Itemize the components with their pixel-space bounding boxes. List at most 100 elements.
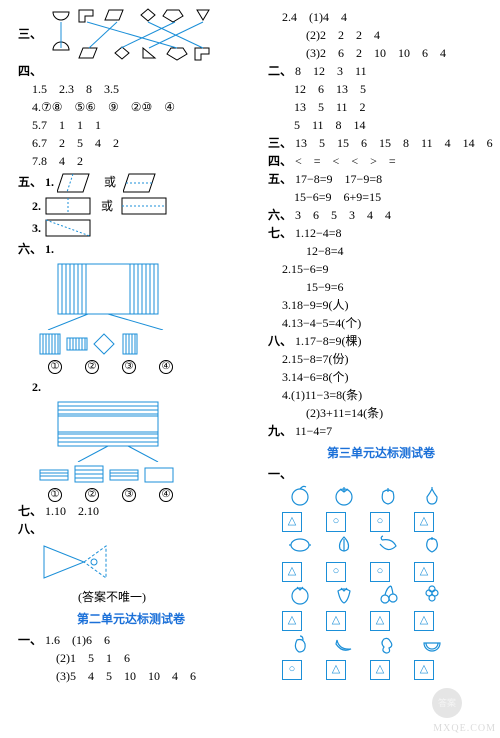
- watermark-badge: 答案: [432, 688, 462, 718]
- sec7-text: 1.10 2.10: [45, 504, 99, 518]
- circled-b3: ③: [122, 488, 136, 502]
- opt6-1-2: [65, 332, 89, 356]
- sec4-l1: 1.5 2.3 8 3.5: [18, 80, 244, 98]
- r-sec8-label: 八、: [268, 334, 292, 348]
- rect-split-c: [44, 218, 94, 240]
- answer-triangle: △: [282, 562, 302, 582]
- circled-b4: ④: [159, 488, 173, 502]
- r-sec2-l2: 12 6 13 5: [268, 80, 494, 98]
- r-sec7-l6: 4.13−4−5=4(个): [268, 314, 494, 332]
- unit2-title: 第二单元达标测试卷: [18, 610, 244, 627]
- r-sec2-l1: 8 12 3 11: [295, 64, 367, 78]
- sec6-2-big: [38, 398, 178, 462]
- fruit-tomato-icon: [332, 483, 356, 507]
- sec5-label: 五、: [18, 175, 42, 189]
- answer-triangle: △: [414, 562, 434, 582]
- opt6-2-2: [73, 464, 105, 484]
- answer-triangle: △: [414, 611, 434, 631]
- u2-sec1-l1: 1.6 (1)6 6: [45, 633, 110, 647]
- fruit-row: [278, 582, 494, 611]
- fruit-peanut-icon: [376, 631, 400, 655]
- r-sec6: 六、 3 6 5 3 4 4: [268, 206, 494, 224]
- fruit-row: [278, 483, 494, 512]
- opt6-2-3: [108, 464, 140, 484]
- sec8-hint: (答案不唯一): [18, 588, 244, 606]
- sec6-2-options: [18, 464, 244, 484]
- sec6-1-label: 1.: [45, 242, 54, 256]
- fruit-garlic-icon: [332, 532, 356, 556]
- sec6-header: 六、 1.: [18, 240, 244, 258]
- sec7: 七、 1.10 2.10: [18, 502, 244, 520]
- circled-b2: ②: [85, 488, 99, 502]
- fruit-grape-icon: [420, 582, 444, 606]
- watermark-text: MXQE.COM: [433, 723, 496, 734]
- u2-sec1: 一、 1.6 (1)6 6: [18, 631, 244, 649]
- fruit-strawberry-icon: [332, 582, 356, 606]
- r-sec5-l1: 17−8=9 17−9=8: [295, 172, 382, 186]
- sec6-2-header: 2.: [18, 378, 244, 396]
- matching-figure: [45, 8, 215, 62]
- opt6-2-4: [143, 464, 175, 484]
- left-column: 三、: [0, 0, 250, 738]
- sec5-2-join: 或: [101, 199, 113, 213]
- fruit-eggplant-icon: [288, 631, 312, 655]
- sec5-row1: 五、 1. 或: [18, 170, 244, 196]
- rect-split-a: [44, 196, 94, 218]
- r-top-2: (2)2 2 2 4: [268, 26, 494, 44]
- r-sec7: 七、 1.12−4=8: [268, 224, 494, 242]
- r-sec9: 九、 11−4=7: [268, 422, 494, 440]
- r-sec7-l3: 2.15−6=9: [268, 260, 494, 278]
- sec6-1-nums: ① ② ③ ④: [18, 356, 244, 374]
- answer-triangle: △: [414, 512, 434, 532]
- fruit-watermelon-icon: [420, 631, 444, 655]
- r-sec9-label: 九、: [268, 424, 292, 438]
- fruit-peach-icon: [288, 483, 312, 507]
- r-sec3: 三、 13 5 15 6 15 8 11 4 14 6: [268, 134, 494, 152]
- r-sec6-label: 六、: [268, 208, 292, 222]
- r-sec8-l4: 4.(1)11−3=8(条): [268, 386, 494, 404]
- sec8-label: 八、: [18, 520, 244, 538]
- fruit-banana-icon: [332, 631, 356, 655]
- r-sec4: 四、 < = < < > =: [268, 152, 494, 170]
- fruit-pomegranate-icon: [288, 582, 312, 606]
- r-top-1: 2.4 (1)4 4: [268, 8, 494, 26]
- answer-circle: ○: [370, 562, 390, 582]
- answer-circle: ○: [326, 512, 346, 532]
- sec4-l5: 7.8 4 2: [18, 152, 244, 170]
- fruit-chili-icon: [376, 532, 400, 556]
- sec8-figure: [38, 540, 158, 586]
- fruit-pear-icon: [420, 483, 444, 507]
- r-sec8-l1: 1.17−8=9(棵): [295, 334, 362, 348]
- opt6-2-1: [38, 464, 70, 484]
- u2-sec1-label: 一、: [18, 633, 42, 647]
- circled-4: ④: [159, 360, 173, 374]
- rect-split-b: [120, 196, 170, 218]
- sec7-label: 七、: [18, 504, 42, 518]
- r-sec5-l2: 15−6=9 6+9=15: [268, 188, 494, 206]
- sec5-row3: 3.: [18, 218, 244, 240]
- fruit-bellpepper-icon: [376, 483, 400, 507]
- r-sec5: 五、 17−8=9 17−9=8: [268, 170, 494, 188]
- sec5-1-join: 或: [104, 175, 116, 189]
- circled-1: ①: [48, 360, 62, 374]
- answer-triangle: △: [282, 512, 302, 532]
- sec4-l4: 6.7 2 5 4 2: [18, 134, 244, 152]
- r-sec8: 八、 1.17−8=9(棵): [268, 332, 494, 350]
- parallelogram-split-b: [123, 170, 163, 196]
- r-top-3: (3)2 6 2 10 10 6 4: [268, 44, 494, 62]
- sec5-1-label: 1.: [45, 175, 54, 189]
- answer-triangle: △: [370, 660, 390, 680]
- answer-row: ○△△△: [278, 660, 494, 680]
- sec3-header: 三、: [18, 8, 244, 62]
- circled-b1: ①: [48, 488, 62, 502]
- r-sec3-label: 三、: [268, 136, 292, 150]
- answer-triangle: △: [326, 660, 346, 680]
- parallelogram-split-a: [57, 170, 97, 196]
- r-sec8-l2: 2.15−8=7(份): [268, 350, 494, 368]
- r-sec7-label: 七、: [268, 226, 292, 240]
- answer-circle: ○: [370, 512, 390, 532]
- r-sec9-text: 11−4=7: [295, 424, 332, 438]
- fruit-cherry-icon: [376, 582, 400, 606]
- answer-row: △△△△: [278, 611, 494, 631]
- sec4-l2: 4.⑦⑧ ⑤⑥ ⑨ ②⑩ ④: [18, 98, 244, 116]
